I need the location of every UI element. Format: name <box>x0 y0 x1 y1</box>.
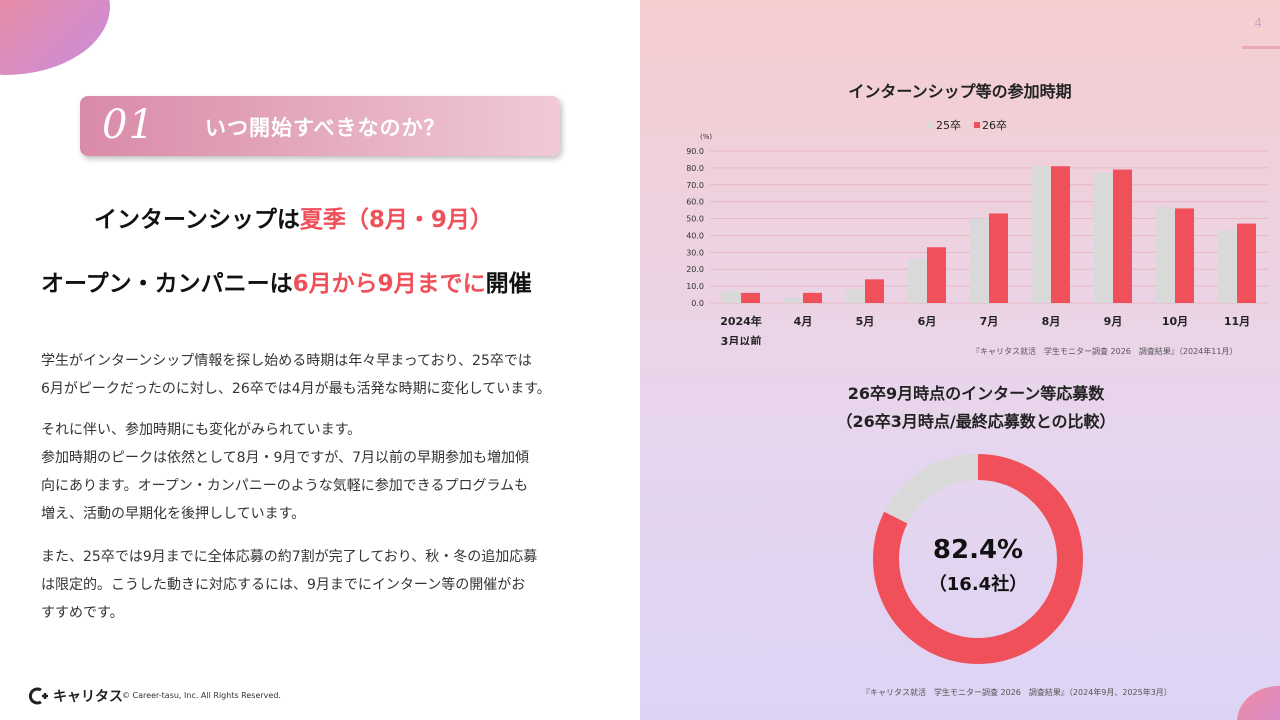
y-axis-unit: (%) <box>700 133 712 141</box>
logo-mark-icon <box>28 687 48 705</box>
paragraph-line: すすめです。 <box>41 605 124 621</box>
bar-26 <box>1113 169 1132 303</box>
bar-25 <box>970 218 989 303</box>
y-tick-label: 0.0 <box>691 299 704 308</box>
legend-swatch <box>928 122 934 128</box>
bar-chart-title: インターンシップ等の参加時期 <box>848 82 1072 101</box>
bar-25 <box>1156 206 1175 303</box>
donut-slice <box>873 454 1083 664</box>
paragraph-2: それに伴い、参加時期にも変化がみられています。 参加時期のピークは依然として8月… <box>41 416 529 528</box>
headline-open-company: オープン・カンパニーは6月から9月までに開催 <box>41 264 532 298</box>
x-tick-label: 4月 <box>794 315 813 328</box>
donut-chart-title-line-2: （26卒3月時点/最終応募数との比較） <box>836 412 1116 431</box>
bar-26 <box>989 213 1008 303</box>
paragraph-line: 増え、活動の早期化を後押ししています。 <box>41 506 306 522</box>
paragraph-line: それに伴い、参加時期にも変化がみられています。 <box>41 422 362 438</box>
bar-25 <box>1218 230 1237 303</box>
donut-chart-title-line-1: 26卒9月時点のインターン等応募数 <box>847 384 1105 403</box>
donut-chart: 82.4% （16.4社） <box>873 454 1083 664</box>
headline-internship-text: インターンシップは <box>94 207 300 233</box>
paragraph-line: は限定的。こうした動きに対応するには、9月までにインターン等の開催がお <box>41 577 526 593</box>
page-number: 4 <box>1254 16 1262 30</box>
bar-26 <box>803 292 822 303</box>
y-tick-label: 40.0 <box>686 231 704 240</box>
bar-26 <box>1237 223 1256 303</box>
bar-25 <box>784 297 803 303</box>
bar-26 <box>927 247 946 303</box>
x-tick-label: 8月 <box>1042 315 1061 328</box>
y-tick-label: 70.0 <box>686 181 704 190</box>
bar-25 <box>722 291 741 303</box>
headline-open-company-suffix: 開催 <box>485 271 532 297</box>
y-tick-label: 10.0 <box>686 282 704 291</box>
bar-26 <box>741 292 760 303</box>
y-tick-label: 30.0 <box>686 248 704 257</box>
bar-chart: 25卒 26卒 (%) 0.0 10.0 20.0 30.0 40.0 50.0 60.0 70.0… <box>686 118 1268 345</box>
x-tick-label: 10月 <box>1162 315 1188 328</box>
bar-26 <box>1051 166 1070 303</box>
paragraph-1: 学生がインターンシップ情報を探し始める時期は年々早まっており、25卒では 6月が… <box>41 347 551 403</box>
donut-center-sub: （16.4社） <box>929 573 1027 595</box>
x-tick-label: 9月 <box>1104 315 1123 328</box>
page-number-underline <box>1242 46 1280 49</box>
decorative-blob-top-left <box>0 0 110 75</box>
x-tick-label: 6月 <box>918 315 937 328</box>
paragraph-line: 6月がピークだったのに対し、26卒では4月が最も活発な時期に変化しています。 <box>41 381 551 397</box>
bar-25 <box>846 289 865 303</box>
headline-internship-highlight: 夏季（8月・9月） <box>299 207 493 233</box>
legend-label: 25卒 <box>936 118 961 132</box>
x-tick-label: 5月 <box>856 315 875 328</box>
y-tick-label: 60.0 <box>686 198 704 207</box>
y-tick-label: 80.0 <box>686 164 704 173</box>
bar-26 <box>865 279 884 303</box>
chart-legend: 25卒 26卒 <box>928 118 1007 132</box>
x-tick-label: 7月 <box>980 315 999 328</box>
paragraph-line: 向にあります。オープン・カンパニーのような気軽に参加できるプログラムも <box>41 478 529 494</box>
section-number: 01 <box>102 102 155 148</box>
x-tick-label: 2024年 <box>720 314 762 328</box>
x-tick-label: 11月 <box>1224 315 1250 328</box>
copyright: © Career-tasu, Inc. All Rights Reserved. <box>122 691 281 700</box>
y-tick-label: 50.0 <box>686 215 704 224</box>
bar-26 <box>1175 208 1194 303</box>
donut-chart-source: 『キャリタス就活 学生モニター調査 2026 調査結果』（2024年9月、202… <box>862 688 1172 697</box>
legend-label: 26卒 <box>982 118 1007 132</box>
company-logo: キャリタス <box>27 686 123 706</box>
headline-internship: インターンシップは夏季（8月・9月） <box>94 200 493 234</box>
y-tick-label: 20.0 <box>686 265 704 274</box>
paragraph-line: 学生がインターンシップ情報を探し始める時期は年々早まっており、25卒では <box>41 353 532 369</box>
headline-open-company-text: オープン・カンパニーは <box>41 271 293 297</box>
donut-center-value: 82.4% <box>933 535 1023 565</box>
bar-25 <box>908 259 927 303</box>
bar-chart-source: 『キャリタス就活 学生モニター調査 2026 調査結果』（2024年11月） <box>972 347 1238 356</box>
bar-25 <box>1032 166 1051 303</box>
logo-text: キャリタス <box>53 689 123 705</box>
section-title: いつ開始すべきなのか？ <box>205 116 446 140</box>
y-tick-label: 90.0 <box>686 147 704 156</box>
chart-panel: 4 インターンシップ等の参加時期 25卒 26卒 (%) 0.0 10.0 20.0 30.… <box>640 0 1280 720</box>
bar-25 <box>1094 172 1113 303</box>
section-header: 01 いつ開始すべきなのか？ <box>80 96 560 156</box>
legend-swatch <box>974 122 980 128</box>
paragraph-line: 参加時期のピークは依然として8月・9月ですが、7月以前の早期参加も増加傾 <box>41 450 530 466</box>
headline-open-company-highlight: 6月から9月までに <box>292 271 486 297</box>
paragraph-line: また、25卒では9月までに全体応募の約7割が完了しており、秋・冬の追加応募 <box>41 549 538 565</box>
paragraph-3: また、25卒では9月までに全体応募の約7割が完了しており、秋・冬の追加応募 は限… <box>41 543 537 627</box>
x-tick-label: 3月以前 <box>721 334 762 345</box>
